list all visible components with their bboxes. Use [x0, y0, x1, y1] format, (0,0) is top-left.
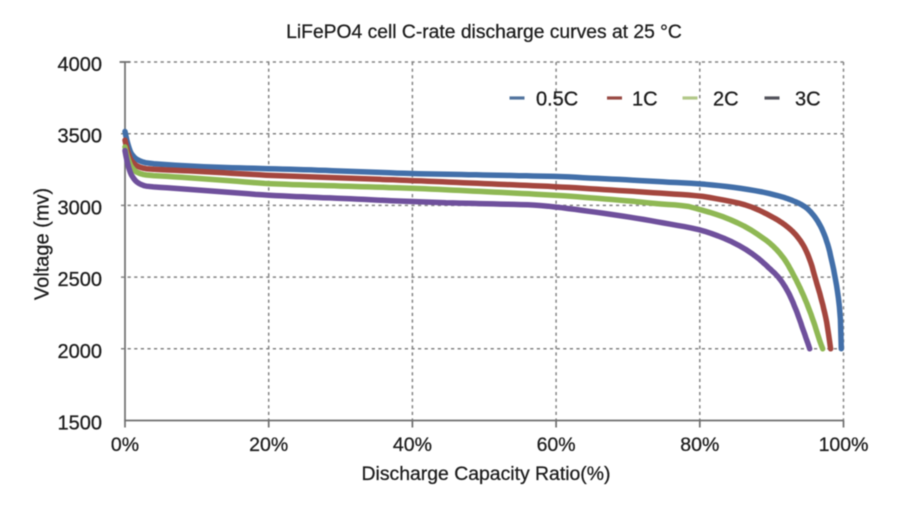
svg-text:1500: 1500 [58, 413, 103, 435]
svg-text:100%: 100% [819, 434, 869, 456]
svg-text:40%: 40% [393, 434, 432, 456]
svg-text:1C: 1C [632, 89, 658, 111]
svg-text:0%: 0% [111, 434, 139, 456]
svg-text:0.5C: 0.5C [536, 89, 578, 111]
svg-text:60%: 60% [537, 434, 576, 456]
svg-text:2000: 2000 [58, 341, 103, 363]
svg-text:3500: 3500 [58, 126, 103, 148]
svg-text:80%: 80% [680, 434, 719, 456]
svg-text:LiFePO4 cell C-rate discharge: LiFePO4 cell C-rate discharge curves at … [286, 22, 682, 43]
svg-text:2C: 2C [713, 89, 739, 111]
svg-text:Voltage (mv): Voltage (mv) [32, 188, 54, 300]
svg-text:Discharge Capacity Ratio(%): Discharge Capacity Ratio(%) [362, 463, 611, 485]
svg-text:2500: 2500 [58, 269, 103, 291]
svg-text:3000: 3000 [58, 197, 103, 219]
svg-text:20%: 20% [249, 434, 288, 456]
svg-text:3C: 3C [795, 89, 821, 111]
svg-text:4000: 4000 [58, 54, 103, 76]
